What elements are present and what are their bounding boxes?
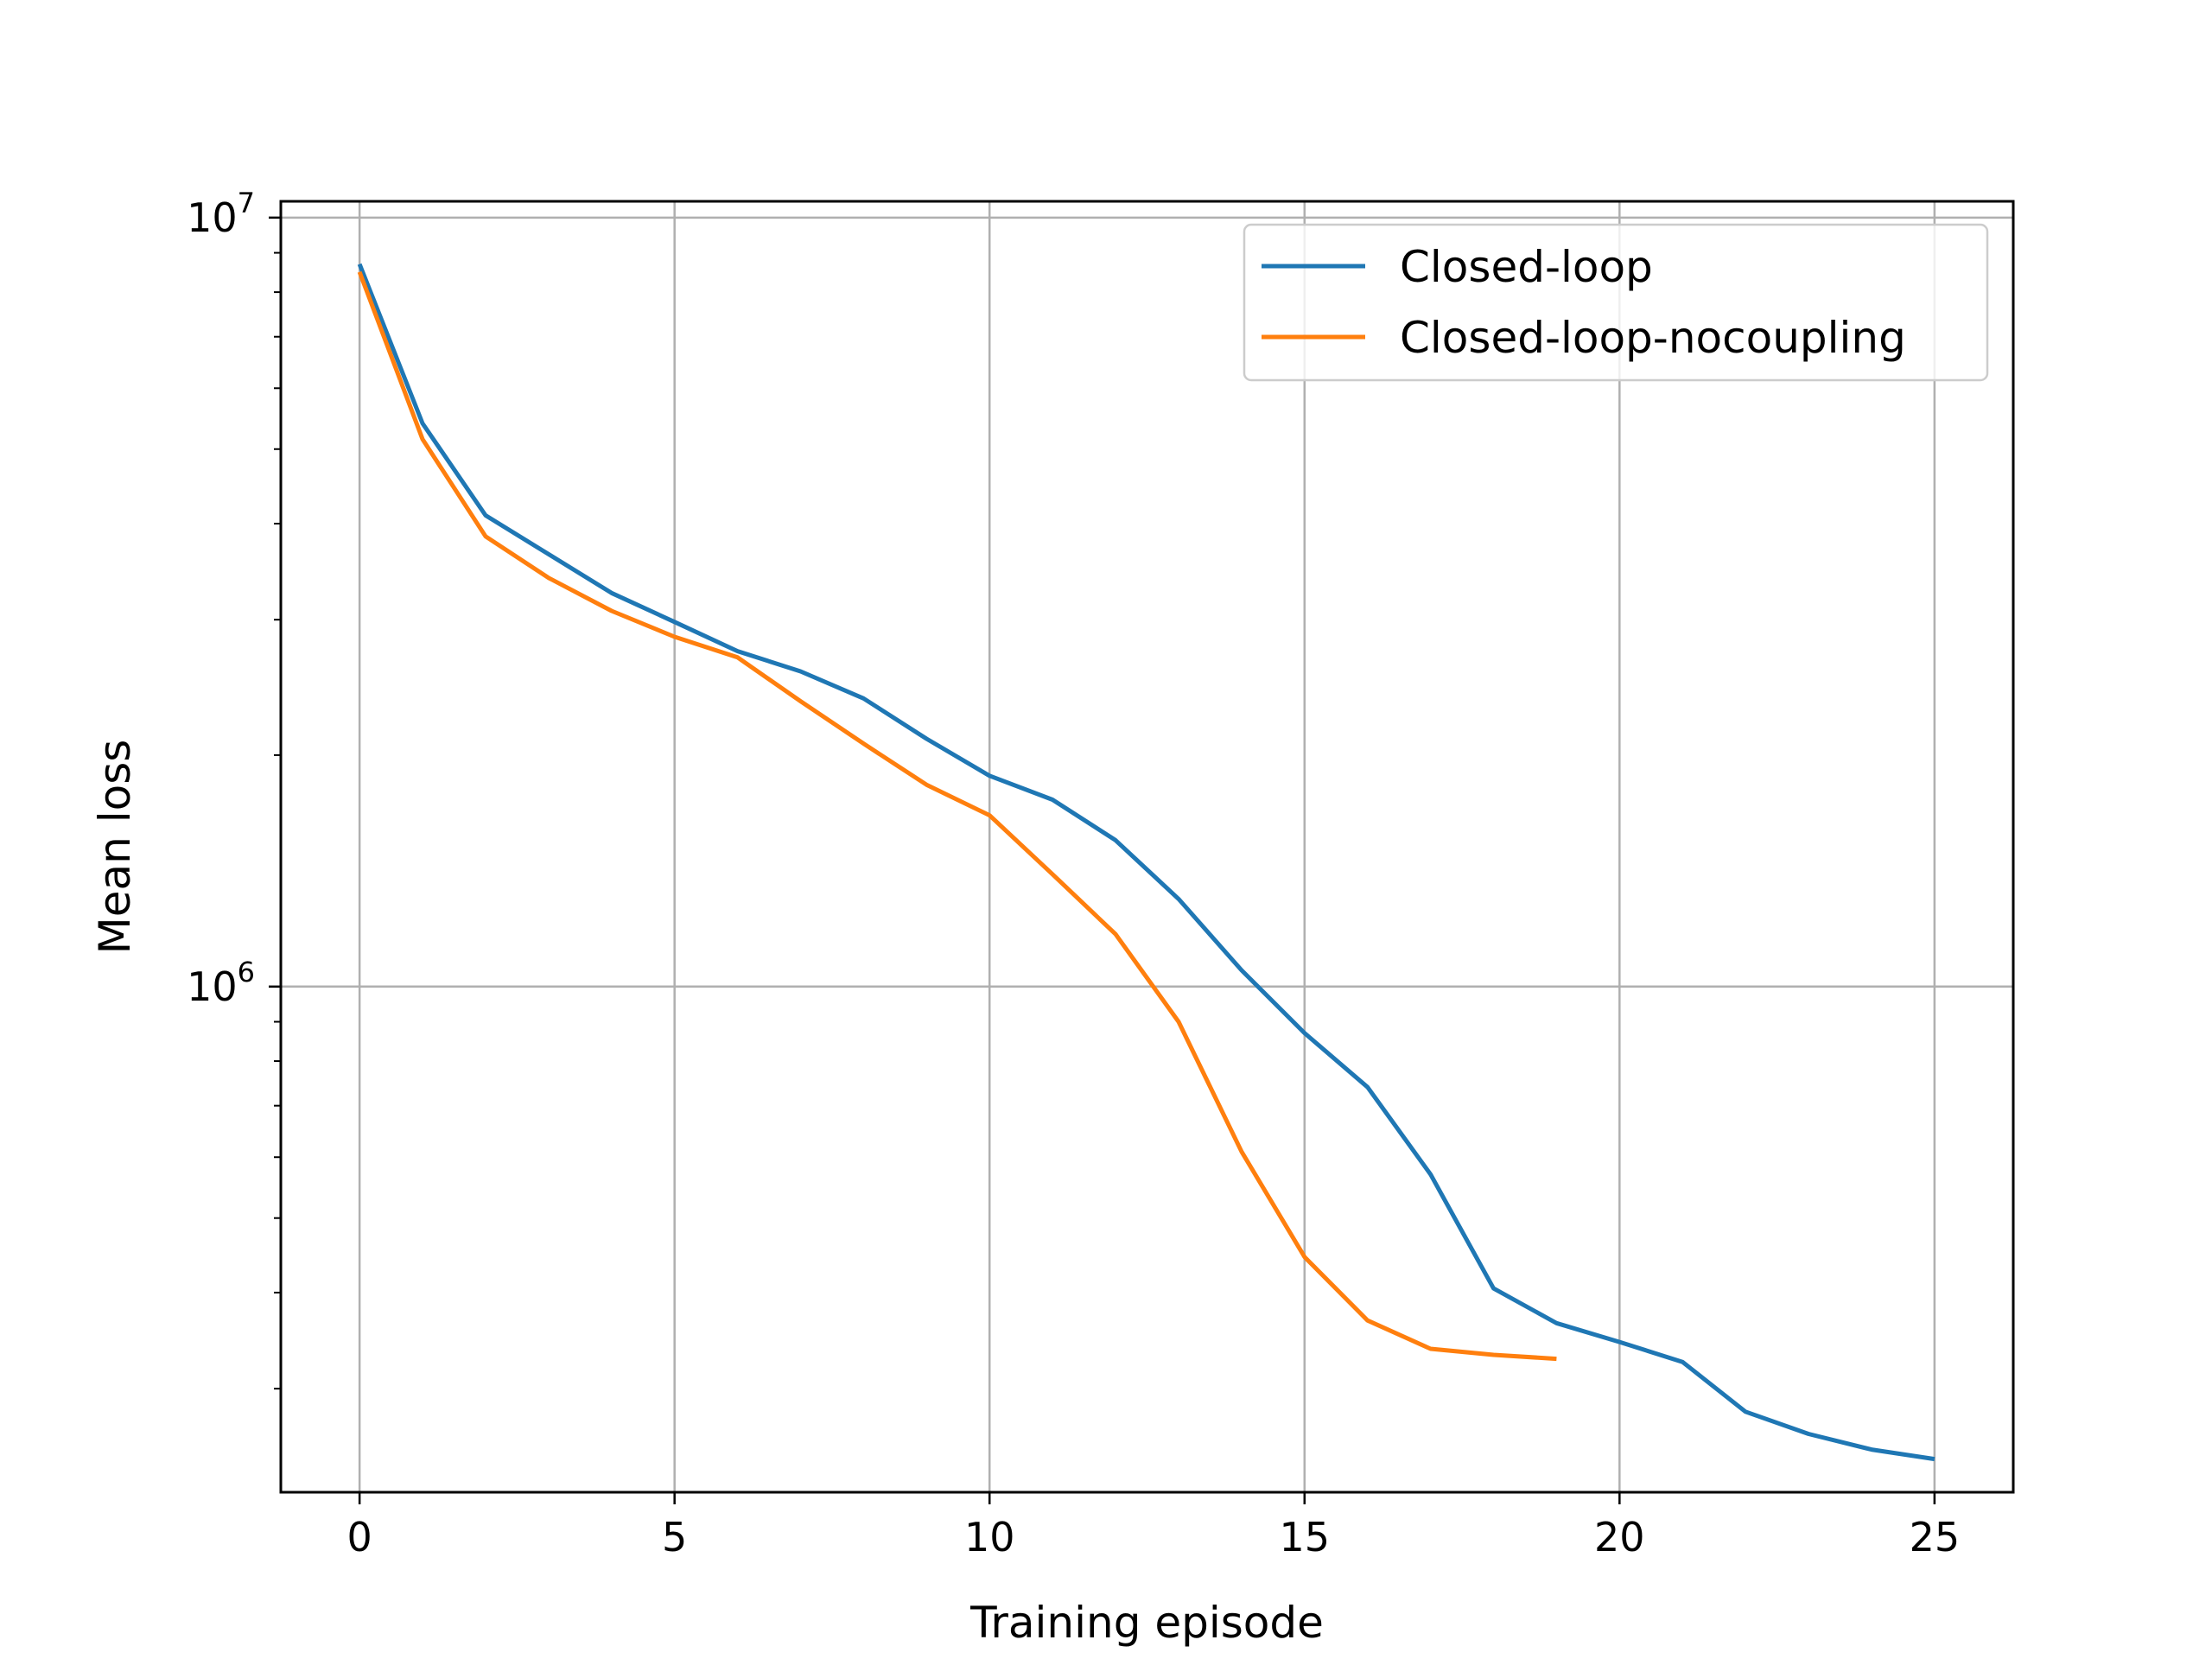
legend-label: Closed-loop — [1400, 242, 1653, 292]
x-tick-label: 20 — [1594, 1514, 1645, 1560]
series-lines — [357, 263, 1936, 1462]
x-tick-label: 15 — [1279, 1514, 1330, 1560]
x-tick-label: 25 — [1910, 1514, 1961, 1560]
x-tick-label: 5 — [662, 1514, 687, 1560]
x-tick-label: 0 — [346, 1514, 372, 1560]
y-axis-ticks: 106 107 — [187, 187, 281, 1390]
series-line-2 — [357, 270, 1557, 1362]
axes-frame — [279, 200, 2015, 1494]
legend-box — [1243, 223, 1989, 382]
grid-lines — [281, 201, 2013, 1492]
y-tick-label: 106 — [187, 956, 255, 1010]
series-line-1 — [357, 263, 1936, 1462]
x-tick-label: 10 — [964, 1514, 1015, 1560]
legend-label: Closed-loop-nocoupling — [1400, 313, 1906, 363]
y-axis-label: Mean loss — [90, 740, 140, 955]
y-tick-label: 107 — [187, 187, 255, 241]
x-axis-ticks: 0 5 10 15 20 25 — [346, 1492, 1960, 1560]
x-axis-label: Training episode — [969, 1598, 1324, 1648]
legend: Closed-loop Closed-loop-nocoupling — [1243, 223, 1989, 382]
